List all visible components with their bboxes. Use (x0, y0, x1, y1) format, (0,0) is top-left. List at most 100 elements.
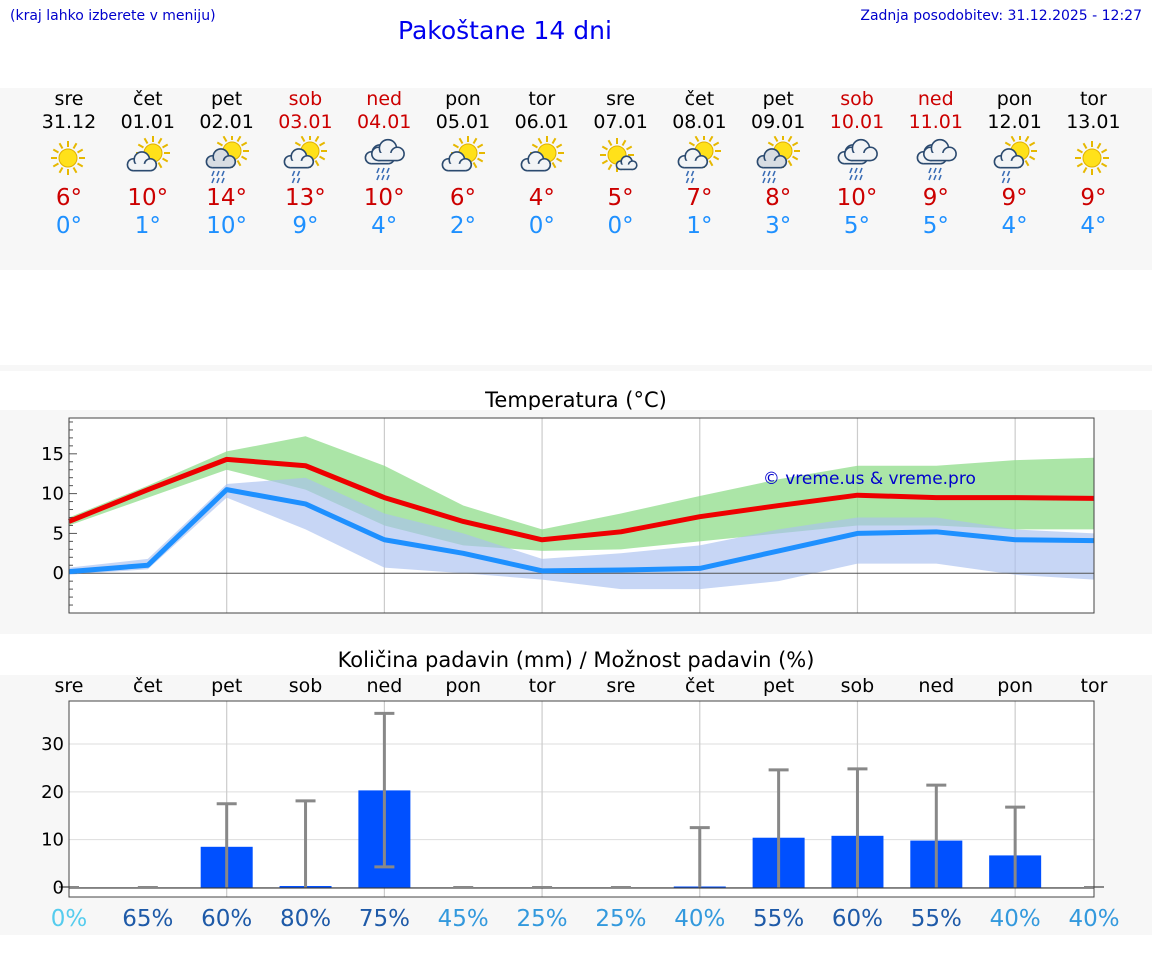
temp-min: 1° (134, 213, 161, 239)
sun-ray (240, 155, 247, 161)
day-name: pet (210, 88, 243, 110)
sun-ray (625, 145, 632, 151)
sun-ray (452, 143, 459, 149)
rain-drop (210, 170, 215, 177)
rain-drop (938, 167, 942, 174)
sun-ray (77, 162, 84, 168)
sun-ray (143, 137, 149, 144)
precip-probability: 60% (832, 906, 883, 932)
cloud-rain-icon (916, 138, 957, 181)
sun-ray (72, 167, 78, 174)
sun-ray (792, 155, 799, 161)
sun-ray (1077, 148, 1084, 154)
rain-drop (220, 170, 225, 177)
cloud (677, 148, 709, 169)
rain-drop (386, 167, 390, 174)
sun-ray (319, 141, 326, 147)
sun-ray (1024, 160, 1029, 167)
cloud (615, 155, 638, 171)
sun-ray (709, 136, 714, 142)
temp-min: 4° (1080, 213, 1107, 239)
sun-cloud-rain-icon (756, 136, 801, 184)
rain-drop (691, 177, 695, 184)
sun-ray (161, 157, 169, 163)
sun-ray (1097, 167, 1102, 174)
x-tick-label: tor (1081, 675, 1108, 697)
day-column: pon 05.01 6° 2° (423, 88, 503, 240)
temp-min: 1° (686, 213, 713, 239)
day-date: 07.01 (593, 111, 648, 133)
day-date: 10.01 (829, 111, 885, 133)
precip-chart-title: Količina padavin (mm) / Možnost padavin … (337, 648, 815, 672)
rain-drop (1006, 177, 1010, 184)
cloud-rain-icon (837, 138, 878, 181)
rain-drop (386, 174, 390, 181)
sun-ray (477, 143, 484, 149)
sun-ray (52, 162, 59, 168)
sun-ray (1101, 162, 1108, 168)
rain-drop (1001, 177, 1005, 184)
cloud (371, 138, 406, 162)
rain-drop (376, 174, 380, 181)
day-date: 13.01 (1066, 111, 1121, 133)
precip-probability: 60% (201, 906, 252, 932)
sun-ray (713, 155, 720, 161)
sun-ray (555, 143, 563, 149)
precip-probability: 55% (911, 906, 962, 932)
temp-min: 5° (843, 213, 871, 239)
sun-ray (1028, 141, 1035, 147)
sun-ray (1004, 141, 1011, 147)
x-tick-label: pon (997, 675, 1033, 697)
day-date: 11.01 (908, 111, 963, 133)
sun-ray (236, 160, 241, 167)
sunny-icon (1075, 141, 1110, 175)
sun-ray (1101, 148, 1108, 154)
cloud (844, 138, 878, 162)
rain-drop (297, 177, 301, 184)
last-updated: Zadnja posodobitev: 31.12.2025 - 12:27 (860, 8, 1142, 24)
day-column: čet 01.01 10° 1° (108, 88, 188, 240)
sun-ray (601, 159, 608, 165)
rain-drop (762, 177, 766, 184)
temp-min: 0° (528, 213, 555, 239)
day-name: pon (445, 88, 481, 110)
day-column: čet 08.01 7° 1° (659, 88, 739, 240)
sun-ray (472, 137, 478, 144)
day-column: pet 09.01 8° 3° (738, 88, 818, 240)
min-temp-line (68, 487, 1095, 575)
sun-ray (477, 157, 484, 163)
min-range-band (69, 477, 1094, 590)
temp-max: 10° (127, 185, 169, 211)
rain-drop (772, 177, 776, 184)
temp-min: 0° (607, 213, 634, 239)
rain-drop (686, 177, 690, 184)
day-column: ned 04.01 10° 4° (344, 88, 424, 240)
sun-ray (1010, 136, 1015, 142)
sun-ray (58, 142, 64, 149)
sun-ray (157, 162, 163, 169)
x-tick-label: čet (133, 675, 163, 697)
rain-drop (762, 170, 766, 177)
rain-drop (933, 167, 937, 174)
sun-ray (301, 136, 306, 142)
rain-drop (292, 177, 296, 184)
y-tick-label: 15 (41, 444, 64, 465)
partly-cloudy-icon (441, 136, 485, 172)
cloud (922, 138, 957, 162)
sun-ray (58, 167, 64, 174)
day-column: pon 12.01 9° 4° (975, 88, 1055, 240)
x-tick-label: sre (55, 675, 84, 697)
day-name: sob (288, 88, 323, 110)
day-date: 31.12 (41, 111, 97, 133)
x-tick-label: tor (529, 675, 556, 697)
rain-drop (686, 170, 690, 177)
sun-cloud-light-rain-icon (677, 136, 722, 184)
sun-ray (787, 160, 793, 167)
temp-max: 4° (528, 185, 555, 211)
mostly-sunny-icon (599, 138, 638, 172)
day-name: tor (1079, 88, 1107, 110)
day-date: 08.01 (672, 111, 727, 133)
cloud (520, 151, 551, 172)
rain-drop (381, 174, 385, 181)
rain-drop (210, 177, 215, 184)
